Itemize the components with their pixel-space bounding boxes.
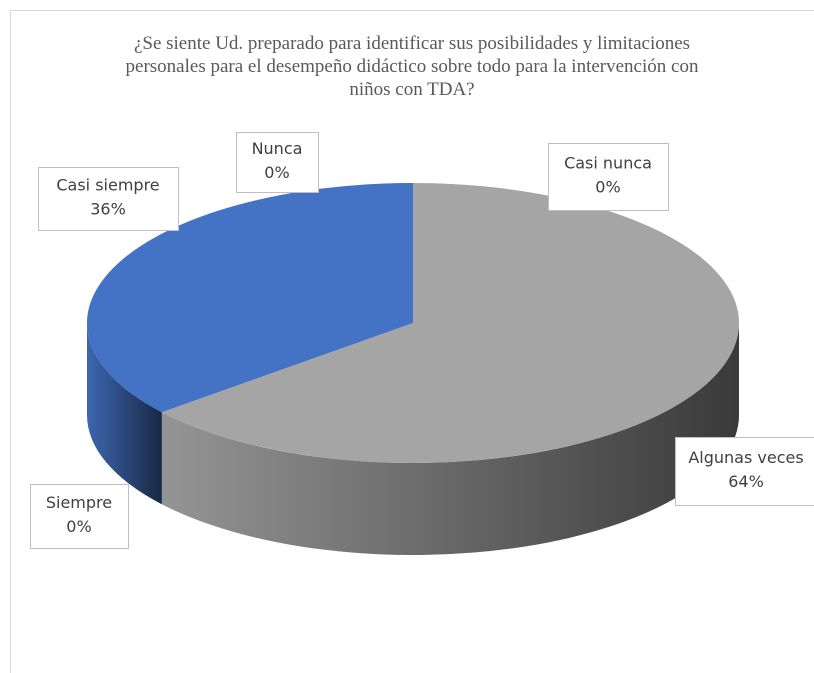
data-label-value: 0% xyxy=(66,517,91,536)
pie-slice xyxy=(87,183,414,413)
data-label-box xyxy=(38,167,179,231)
data-label-value: 0% xyxy=(264,163,289,182)
chart-title: ¿Se siente Ud. preparado para identifica… xyxy=(125,33,699,100)
data-label-value: 0% xyxy=(595,178,620,197)
data-label-box xyxy=(548,143,669,211)
data-label-value: 64% xyxy=(728,472,764,491)
data-label-name: Casi nunca xyxy=(564,154,652,173)
data-label-box xyxy=(30,484,129,549)
chart-border xyxy=(10,10,814,673)
data-label-name: Algunas veces xyxy=(688,448,803,467)
data-label-name: Siempre xyxy=(46,493,112,512)
data-label-box xyxy=(675,437,814,506)
data-label-value: 36% xyxy=(90,200,126,219)
data-label-box xyxy=(236,132,319,193)
pie-side-shade xyxy=(87,323,162,505)
pie-side-shade xyxy=(161,323,739,555)
data-label-name: Casi siempre xyxy=(56,176,159,195)
data-label-name: Nunca xyxy=(252,139,303,158)
pie-slice xyxy=(161,183,739,463)
